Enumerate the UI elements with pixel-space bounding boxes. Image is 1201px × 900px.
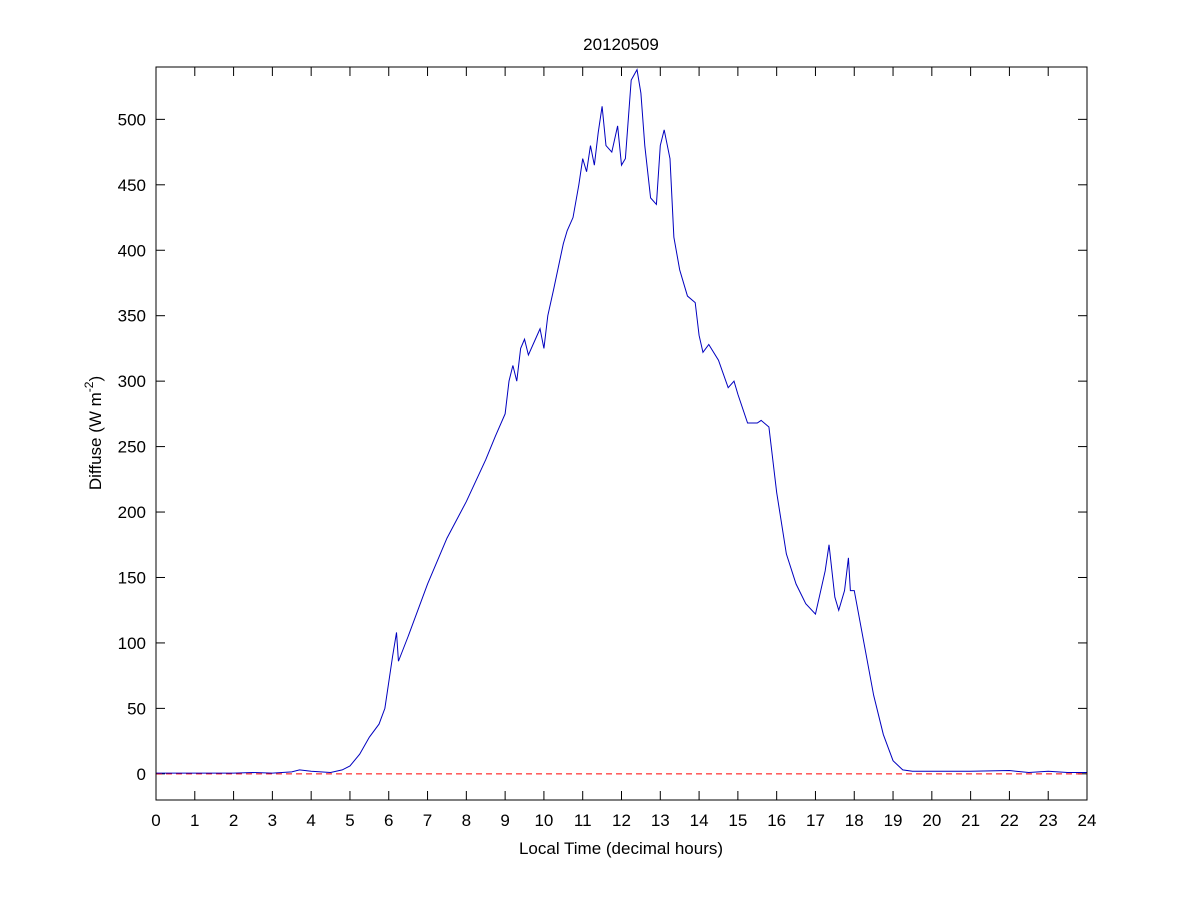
y-tick-label: 350 — [118, 307, 146, 326]
x-tick-label: 16 — [767, 811, 786, 830]
x-tick-label: 14 — [690, 811, 709, 830]
x-tick-label: 22 — [1000, 811, 1019, 830]
x-tick-label: 13 — [651, 811, 670, 830]
x-axis-label: Local Time (decimal hours) — [519, 839, 723, 858]
x-tick-label: 15 — [728, 811, 747, 830]
y-tick-label: 400 — [118, 241, 146, 260]
axes-box — [155, 66, 1088, 801]
x-tick-label: 2 — [229, 811, 238, 830]
y-tick-label: 250 — [118, 438, 146, 457]
y-tick-label: 150 — [118, 568, 146, 587]
x-tick-label: 24 — [1078, 811, 1097, 830]
x-tick-label: 5 — [345, 811, 354, 830]
y-tick-label: 450 — [118, 176, 146, 195]
x-tick-label: 0 — [151, 811, 160, 830]
x-tick-label: 18 — [845, 811, 864, 830]
x-tick-label: 6 — [384, 811, 393, 830]
y-label-main: Diffuse (W m — [86, 392, 105, 490]
x-tick-label: 9 — [500, 811, 509, 830]
x-tick-label: 3 — [268, 811, 277, 830]
y-axis-label: Diffuse (W m-2) — [82, 376, 105, 490]
x-tick-label: 1 — [190, 811, 199, 830]
y-label-superscript: -2 — [82, 381, 96, 392]
x-tick-label: 21 — [961, 811, 980, 830]
data-line — [156, 68, 1087, 774]
y-tick-label: 100 — [118, 634, 146, 653]
x-tick-label: 20 — [922, 811, 941, 830]
x-tick-label: 4 — [306, 811, 315, 830]
x-tick-label: 17 — [806, 811, 825, 830]
y-tick-label: 300 — [118, 372, 146, 391]
x-tick-label: 12 — [612, 811, 631, 830]
chart-title: 20120509 — [583, 35, 659, 54]
x-tick-label: 7 — [423, 811, 432, 830]
y-tick-label: 500 — [118, 110, 146, 129]
x-tick-label: 11 — [574, 811, 592, 830]
y-tick-label: 200 — [118, 503, 146, 522]
x-tick-label: 23 — [1039, 811, 1058, 830]
y-tick-label: 50 — [127, 699, 146, 718]
y-label-end: ) — [86, 376, 105, 382]
x-tick-label: 10 — [534, 811, 553, 830]
x-tick-label: 8 — [462, 811, 471, 830]
y-tick-label: 0 — [137, 765, 146, 784]
x-tick-label: 19 — [884, 811, 903, 830]
